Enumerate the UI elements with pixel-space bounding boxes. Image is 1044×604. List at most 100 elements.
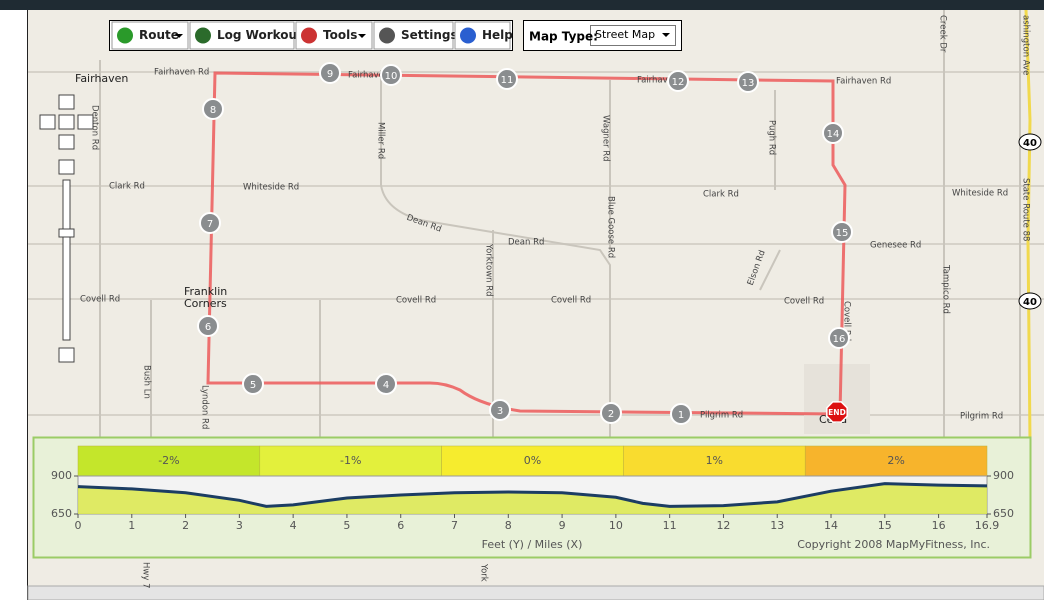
road-label: Fairhaven Rd <box>836 77 891 87</box>
road-label: York <box>479 563 489 582</box>
x-tick-label: 3 <box>236 519 243 532</box>
town-label: Corners <box>184 297 227 310</box>
marker-label: 4 <box>383 380 389 391</box>
x-tick-label: 16.9 <box>975 519 1000 532</box>
copyright: Copyright 2008 MapMyFitness, Inc. <box>797 538 990 551</box>
road-label: Creek Dr <box>938 15 948 53</box>
grade-label: -1% <box>340 454 361 467</box>
marker-label: 6 <box>205 322 211 333</box>
x-tick-label: 6 <box>397 519 404 532</box>
marker-label: 13 <box>742 78 755 89</box>
x-tick-label: 8 <box>505 519 512 532</box>
dropdown-arrow <box>175 34 183 38</box>
mile-marker <box>375 373 397 395</box>
road-label: Wagner Rd <box>601 115 611 162</box>
roads <box>28 9 1044 441</box>
mile-marker <box>319 62 341 84</box>
y-tick-label: 900 <box>51 469 72 482</box>
road-label: Covell Rd <box>80 295 120 305</box>
zoom-control[interactable] <box>39 94 94 363</box>
zoom-out[interactable] <box>58 347 75 363</box>
button-label[interactable]: Log Workout <box>217 28 303 42</box>
map-type-value[interactable]: Street Map <box>595 28 655 41</box>
marker-label: 3 <box>497 406 503 417</box>
elevation-line <box>77 482 988 508</box>
road-label: Blue Goose Rd <box>606 196 616 258</box>
mile-marker <box>822 122 844 144</box>
road-label: Dean Rd <box>508 238 544 248</box>
zoom-thumb[interactable] <box>58 228 75 238</box>
grade-label: -2% <box>158 454 179 467</box>
marker-label: 8 <box>210 105 216 116</box>
zoom-in[interactable] <box>58 159 75 175</box>
x-tick-label: 4 <box>290 519 297 532</box>
mile-marker <box>242 373 264 395</box>
marker-label: 16 <box>833 334 846 345</box>
grade-band <box>259 445 442 477</box>
mile-marker <box>202 98 224 120</box>
y-tick-label: 900 <box>993 469 1014 482</box>
road-label: Covell Rd <box>842 301 852 341</box>
pan-up[interactable] <box>58 94 75 110</box>
road-label: Clark Rd <box>703 190 739 200</box>
road-label: Fairhav <box>637 76 668 86</box>
toolbar-button[interactable] <box>454 21 511 50</box>
grade-band <box>804 445 988 477</box>
x-tick-label: 1 <box>128 519 135 532</box>
route-shield <box>1018 133 1042 151</box>
mile-marker <box>197 315 219 337</box>
road-label: Pilgrim Rd <box>960 412 1003 422</box>
button-label[interactable]: Tools <box>323 28 357 42</box>
route-shield <box>1018 292 1042 310</box>
x-tick-label: 13 <box>770 519 784 532</box>
x-tick-label: 14 <box>824 519 838 532</box>
pan-left[interactable] <box>39 114 56 130</box>
road-label: Pugh Rd <box>767 120 777 155</box>
button-label[interactable]: Settings <box>401 28 458 42</box>
x-tick-label: 2 <box>182 519 189 532</box>
button-label[interactable]: Help <box>482 28 513 42</box>
mile-marker <box>670 403 692 425</box>
mile-marker <box>828 327 850 349</box>
mile-marker <box>667 70 689 92</box>
road-label: Whiteside Rd <box>952 189 1008 199</box>
road-label: State Route 88 <box>1021 178 1031 241</box>
grade-band <box>77 445 261 477</box>
x-tick-label: 11 <box>663 519 677 532</box>
end-marker <box>826 401 848 423</box>
road-label: Whiteside Rd <box>243 183 299 193</box>
marker-label: 12 <box>672 77 685 88</box>
dropdown-arrow <box>358 34 366 38</box>
marker-label: 2 <box>608 409 614 420</box>
road-label: Tampico Rd <box>941 264 951 314</box>
road-label: Bush Ln <box>142 365 152 399</box>
x-tick-label: 15 <box>878 519 892 532</box>
map-type-label: Map Type: <box>529 30 598 44</box>
pan-center[interactable] <box>58 114 75 130</box>
marker-label: 7 <box>207 219 213 230</box>
button-icon <box>117 27 133 44</box>
marker-label: 14 <box>827 129 840 140</box>
button-label[interactable]: Route <box>139 28 179 42</box>
map-type-select[interactable] <box>590 25 676 46</box>
pan-down[interactable] <box>58 134 75 150</box>
y-tick-label: 650 <box>993 507 1014 520</box>
pan-right[interactable] <box>77 114 94 130</box>
marker-label: END <box>828 408 846 417</box>
marker-label: 5 <box>250 380 256 391</box>
mile-marker <box>496 68 518 90</box>
x-tick-label: 5 <box>343 519 350 532</box>
grade-band <box>623 445 806 477</box>
road-label: Covell Rd <box>396 296 436 306</box>
marker-label: 10 <box>385 71 398 82</box>
x-tick-label: 12 <box>716 519 730 532</box>
mile-marker <box>380 64 402 86</box>
road-label: Miller Rd <box>376 122 386 159</box>
button-icon <box>301 27 317 44</box>
mile-marker <box>199 212 221 234</box>
marker-label: 1 <box>678 410 684 421</box>
zoom-slider[interactable] <box>62 179 71 341</box>
road-label: Clark Rd <box>109 182 145 192</box>
button-icon <box>195 27 211 44</box>
marker-label: 15 <box>836 228 849 239</box>
